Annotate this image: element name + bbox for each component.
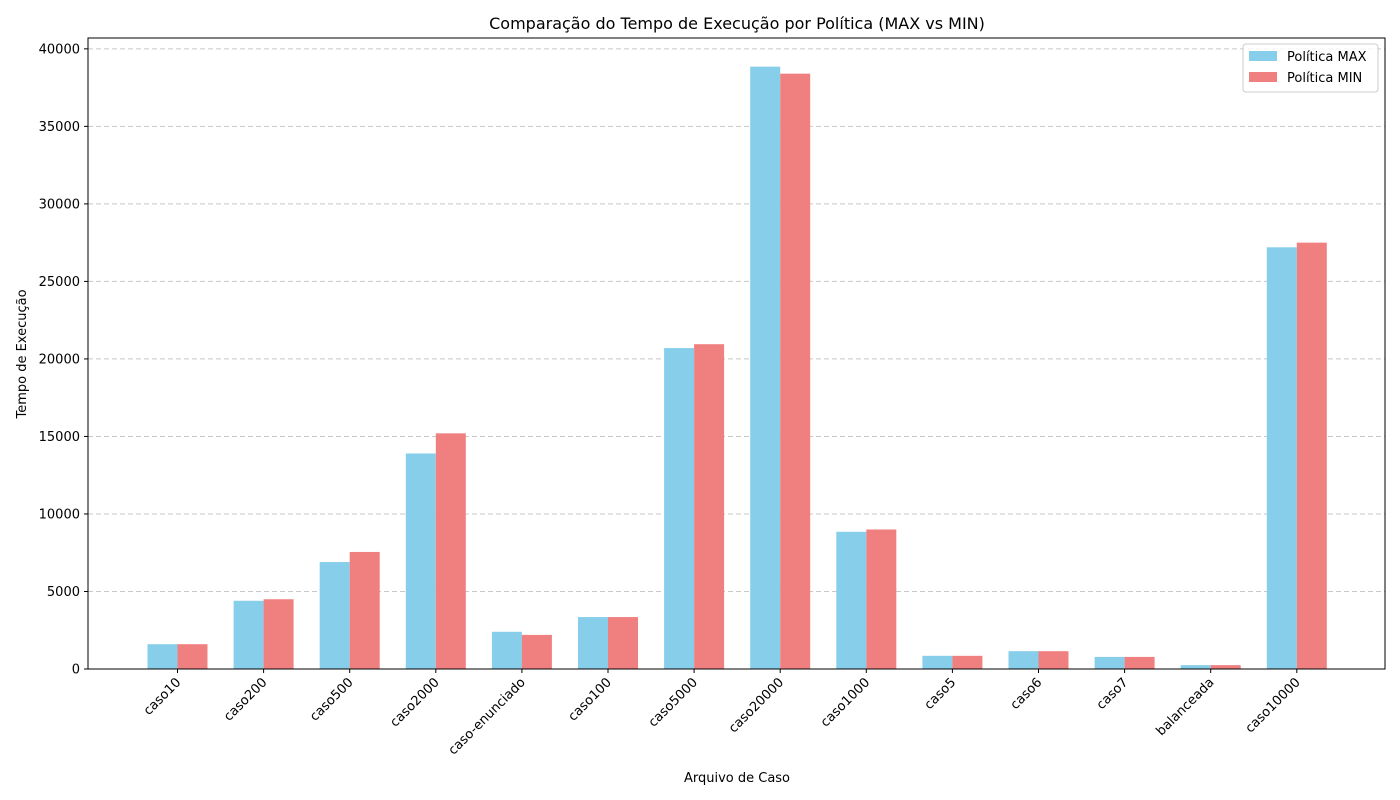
legend-label-min: Política MIN [1287,71,1362,86]
y-axis-ticks: 0 5000 10000 15000 20000 25000 30000 35000 40000 [39,42,88,678]
chart-title: Comparação do Tempo de Execução por Polí… [489,14,985,33]
x-axis-label: Arquivo de Caso [684,771,790,786]
y-tick-label: 10000 [39,507,80,522]
bar-min-caso500 [349,551,380,669]
bar-min-caso-enunciado [521,634,552,669]
bar-min-balanceada [1210,665,1241,669]
legend-swatch-min [1249,72,1277,82]
bar-max-balanceada [1180,665,1211,669]
bar-max-caso5000 [664,348,695,669]
bar-min-caso100 [608,617,638,669]
y-tick-label: 0 [72,663,80,678]
x-tick-label: caso1000 [818,675,873,730]
legend-swatch-max [1249,51,1277,61]
y-tick-label: 15000 [39,430,80,445]
bar-min-caso7 [1124,656,1155,669]
y-tick-label: 30000 [39,197,80,212]
legend-label-max: Política MAX [1287,50,1367,65]
grid-lines [88,48,1385,592]
x-tick-label: caso-enunciado [446,675,529,758]
bar-max-caso6 [1008,651,1039,669]
bar-min-caso200 [263,599,294,669]
bar-max-caso10000 [1266,247,1297,670]
y-tick-label: 35000 [39,120,80,135]
x-tick-label: caso7 [1094,675,1132,713]
bar-max-caso200 [233,600,264,669]
y-tick-label: 5000 [47,585,80,600]
bar-max-caso10 [147,644,178,669]
y-tick-label: 25000 [39,275,80,290]
legend: Política MAX Política MIN [1242,43,1379,93]
plot-frame [87,37,1386,670]
bar-min-caso10 [177,644,208,669]
bar-max-caso1000 [836,531,867,669]
x-axis-ticks: caso10 caso200 caso500 caso2000 caso-enuncia… [141,669,1304,758]
x-tick-label: caso10000 [1243,675,1304,736]
y-axis-label: Tempo de Execução [15,289,30,419]
bar-min-caso5000 [694,344,725,669]
bar-max-caso100 [578,617,608,669]
x-tick-label: caso2000 [388,675,443,730]
bar-min-caso6 [1038,651,1069,669]
x-tick-label: caso500 [307,675,356,724]
bars [147,66,1327,670]
x-tick-label: caso20000 [726,675,787,736]
y-tick-label: 20000 [39,352,80,367]
bar-max-caso2000 [405,453,436,669]
x-tick-label: caso6 [1008,675,1046,713]
bar-min-caso10000 [1296,242,1327,669]
bar-max-caso500 [319,562,350,669]
x-tick-label: caso5000 [646,675,701,730]
x-tick-label: caso100 [566,675,615,724]
bar-max-caso7 [1094,656,1125,669]
bar-min-caso20000 [780,73,811,670]
bar-max-caso5 [922,655,953,669]
x-tick-label: caso5 [922,675,960,713]
bar-min-caso1000 [866,529,897,669]
y-tick-label: 40000 [39,42,80,57]
bar-min-caso2000 [435,433,466,669]
bar-max-caso-enunciado [491,631,522,669]
x-tick-label: caso10 [141,675,184,718]
bar-min-caso5 [952,655,983,669]
x-tick-label: balanceada [1154,675,1218,739]
bar-max-caso20000 [750,66,781,669]
x-tick-label: caso200 [221,675,270,724]
